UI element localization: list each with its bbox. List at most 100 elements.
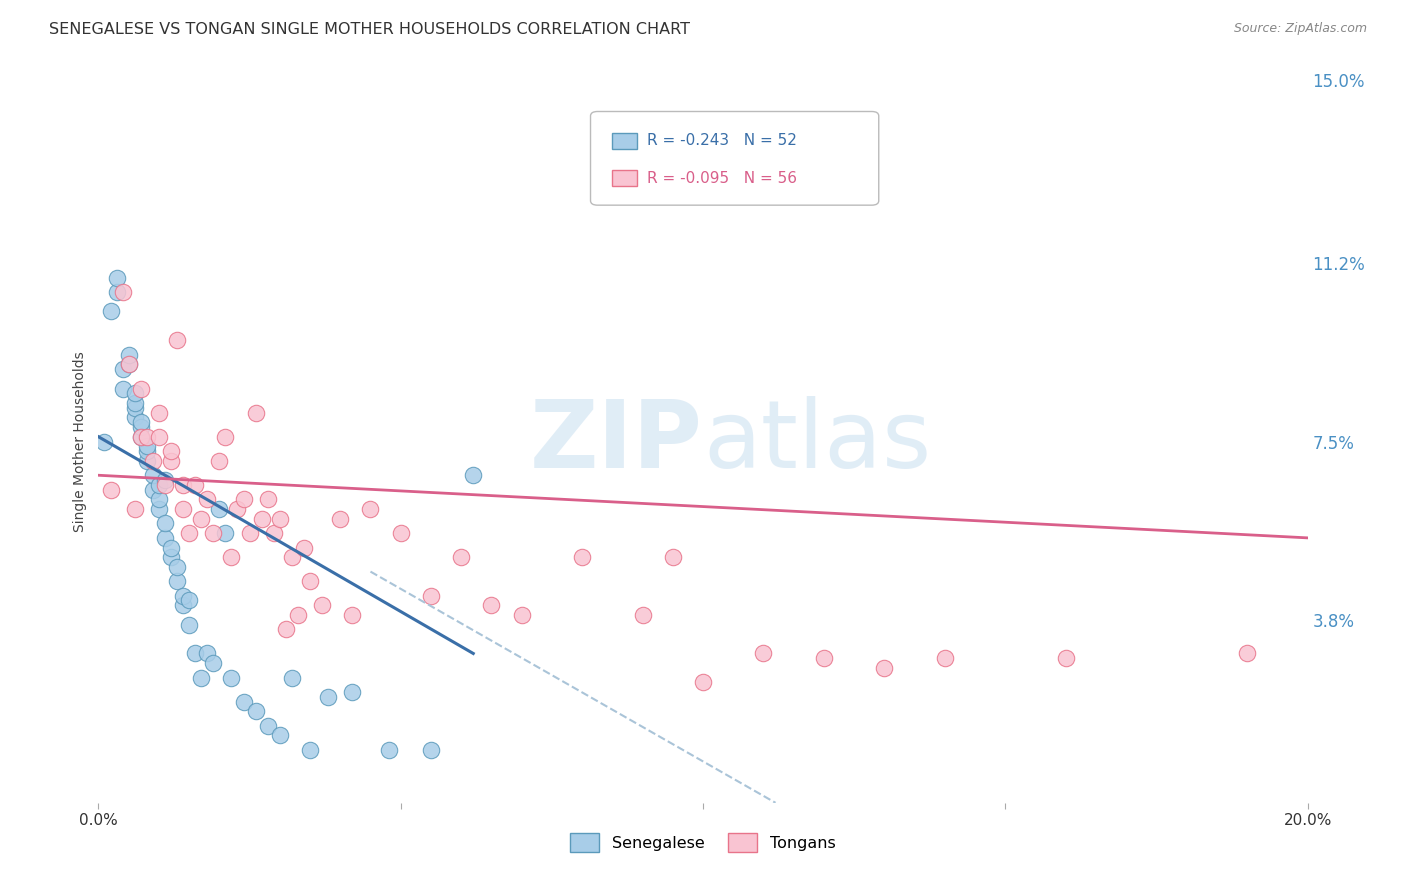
Point [342, 607, 364, 622]
Point [135, 454, 157, 468]
Point [124, 502, 146, 516]
Point [148, 406, 170, 420]
Point [692, 675, 714, 690]
Point [142, 454, 165, 468]
Point [129, 382, 152, 396]
Point [135, 444, 157, 458]
Point [420, 589, 443, 603]
Point [232, 492, 254, 507]
Point [129, 430, 152, 444]
Point [142, 483, 165, 497]
Point [160, 444, 183, 458]
Point [179, 617, 201, 632]
Point [420, 743, 443, 757]
Point [389, 526, 412, 541]
Point [202, 656, 225, 670]
Point [463, 468, 485, 483]
Text: R = -0.243   N = 52: R = -0.243 N = 52 [647, 134, 797, 148]
Point [299, 574, 322, 589]
Point [571, 550, 593, 565]
Point [100, 304, 122, 318]
Point [269, 728, 291, 742]
Point [934, 651, 956, 665]
Point [510, 607, 533, 622]
Point [195, 492, 218, 507]
Point [245, 704, 267, 718]
Point [124, 396, 146, 410]
Point [360, 502, 382, 516]
Point [166, 559, 188, 574]
Point [245, 406, 267, 420]
Point [129, 420, 152, 434]
Point [184, 647, 207, 661]
Point [1054, 651, 1077, 665]
Point [208, 502, 231, 516]
Point [263, 526, 285, 541]
Text: R = -0.095   N = 56: R = -0.095 N = 56 [647, 171, 797, 186]
Point [311, 599, 333, 613]
Point [274, 623, 297, 637]
Point [232, 695, 254, 709]
Point [148, 502, 170, 516]
Point [166, 334, 188, 348]
Point [135, 430, 157, 444]
Point [153, 516, 176, 531]
Point [118, 348, 141, 362]
Text: SENEGALESE VS TONGAN SINGLE MOTHER HOUSEHOLDS CORRELATION CHART: SENEGALESE VS TONGAN SINGLE MOTHER HOUSE… [49, 22, 690, 37]
Point [287, 607, 309, 622]
Point [250, 511, 273, 525]
Point [118, 358, 141, 372]
Point [172, 589, 194, 603]
Point [118, 358, 141, 372]
Point [752, 647, 775, 661]
Point [202, 526, 225, 541]
Point [214, 526, 236, 541]
Text: ZIP: ZIP [530, 395, 703, 488]
Point [172, 502, 194, 516]
Point [135, 439, 157, 453]
Point [226, 502, 249, 516]
Point [631, 607, 654, 622]
Point [124, 386, 146, 401]
Point [160, 454, 183, 468]
Point [221, 550, 243, 565]
Point [148, 492, 170, 507]
Point [256, 719, 278, 733]
Point [172, 599, 194, 613]
Point [269, 511, 291, 525]
Point [179, 593, 201, 607]
Point [214, 430, 236, 444]
Point [299, 743, 322, 757]
Point [111, 382, 134, 396]
Point [129, 430, 152, 444]
Point [111, 285, 134, 300]
Point [100, 483, 122, 497]
Point [153, 478, 176, 492]
Point [184, 478, 207, 492]
Point [873, 661, 896, 675]
Point [129, 415, 152, 429]
Point [105, 285, 128, 300]
Point [813, 651, 835, 665]
Text: atlas: atlas [703, 395, 931, 488]
Point [148, 478, 170, 492]
Point [342, 685, 364, 699]
Point [153, 531, 176, 545]
Point [292, 541, 315, 555]
Point [377, 743, 399, 757]
Point [281, 550, 304, 565]
Point [190, 511, 212, 525]
Point [1236, 647, 1258, 661]
Point [450, 550, 472, 565]
Point [166, 574, 188, 589]
Point [142, 468, 165, 483]
Point [481, 599, 503, 613]
Point [148, 430, 170, 444]
Point [172, 478, 194, 492]
Text: Source: ZipAtlas.com: Source: ZipAtlas.com [1233, 22, 1367, 36]
Point [221, 671, 243, 685]
Point [93, 434, 115, 449]
Point [195, 647, 218, 661]
Point [153, 473, 176, 487]
Point [105, 270, 128, 285]
